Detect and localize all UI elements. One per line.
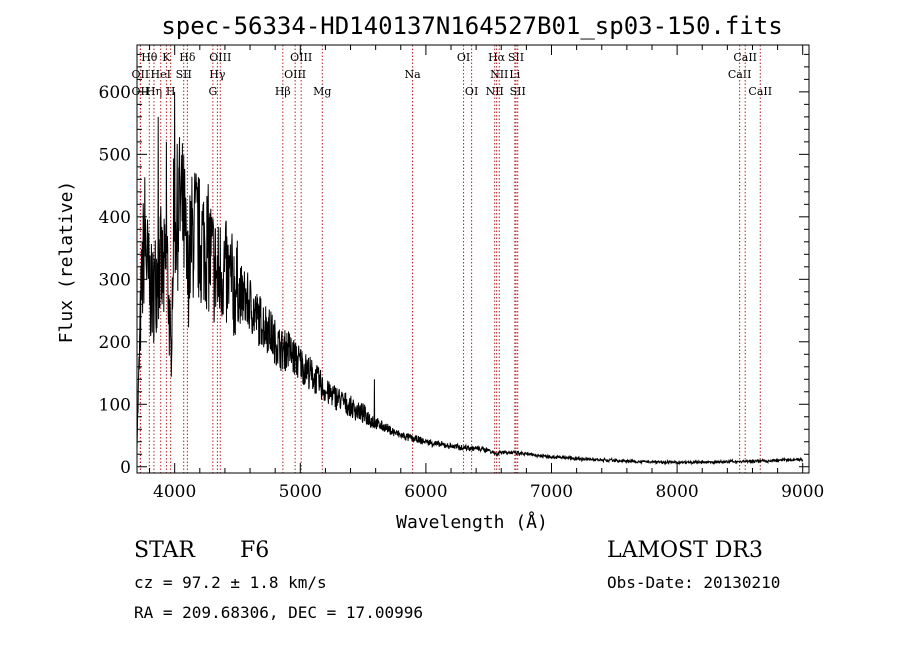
y-tick-label: 600 bbox=[99, 83, 131, 103]
spectral-line-label: Li bbox=[509, 68, 520, 81]
spectral-line-label: NII bbox=[486, 85, 504, 98]
spectral-line-label: SII bbox=[510, 85, 526, 98]
spectral-line-label: OIII bbox=[284, 68, 306, 81]
x-tick-label: 7000 bbox=[530, 482, 573, 502]
x-tick-label: 5000 bbox=[279, 482, 322, 502]
spectral-line-label: G bbox=[208, 85, 217, 98]
spectral-line-label: SII bbox=[508, 51, 524, 64]
plot-frame bbox=[136, 44, 810, 474]
y-tick-label: 500 bbox=[99, 145, 131, 165]
spectral-line-label: OIII bbox=[290, 51, 312, 64]
spectrum-series-line bbox=[136, 91, 804, 466]
spectral-line-label: Hθ bbox=[141, 51, 158, 64]
spectral-line-label: OII bbox=[132, 68, 150, 81]
x-tick-label: 6000 bbox=[404, 482, 447, 502]
spectral-line-label: Hδ bbox=[179, 51, 196, 64]
coordinates-readout: RA = 209.68306, DEC = 17.00996 bbox=[134, 603, 423, 622]
spectral-line-label: OI bbox=[457, 51, 470, 64]
object-class: STAR bbox=[134, 538, 195, 563]
spectral-line-label: CaII bbox=[748, 85, 772, 98]
spectral-line-label: Mg bbox=[313, 85, 331, 98]
spectral-line-label: CaII bbox=[728, 68, 752, 81]
redshift-readout: cz = 97.2 ± 1.8 km/s bbox=[134, 573, 327, 592]
survey-name: LAMOST DR3 bbox=[607, 538, 763, 563]
spectral-line-label: K bbox=[162, 51, 171, 64]
y-tick-label: 400 bbox=[99, 208, 131, 228]
x-tick-label: 9000 bbox=[781, 482, 824, 502]
spectral-line-label: SII bbox=[176, 68, 192, 81]
observation-date: Obs-Date: 20130210 bbox=[607, 573, 781, 592]
axis-ticks: 4000 5000 6000 7000 8000 9000 0 100 200 300 400 500… bbox=[99, 45, 824, 502]
y-tick-label: 300 bbox=[99, 270, 131, 290]
spectral-line-label: Na bbox=[404, 68, 421, 81]
spectral-line-label: CaII bbox=[733, 51, 757, 64]
spectral-line-label: Hβ bbox=[275, 85, 291, 98]
spectral-line-label: NII bbox=[490, 68, 508, 81]
y-tick-label: 100 bbox=[99, 395, 131, 415]
spectral-line-label: H bbox=[166, 85, 176, 98]
x-axis-title: Wavelength (Å) bbox=[396, 511, 548, 533]
spectral-line-label: OIII bbox=[209, 51, 231, 64]
x-tick-label: 4000 bbox=[153, 482, 196, 502]
x-tick-label: 8000 bbox=[655, 482, 698, 502]
spectral-line-label: Hγ bbox=[209, 68, 226, 81]
spectral-line-label: HeI bbox=[151, 68, 171, 81]
y-axis-title: Flux (relative) bbox=[56, 181, 77, 344]
y-tick-label: 0 bbox=[120, 458, 131, 478]
y-tick-label: 200 bbox=[99, 333, 131, 353]
object-subclass: F6 bbox=[240, 538, 270, 563]
spectral-line-label: Hα bbox=[488, 51, 506, 64]
spectral-line-label: Hη bbox=[146, 85, 162, 98]
spectral-line-label: OI bbox=[465, 85, 478, 98]
chart-title: spec-56334-HD140137N164527B01_sp03-150.f… bbox=[161, 12, 782, 40]
spectral-line-markers: Hδ K Hα OII Hθ Hη SII Hγ G Hβ OIII OIII OIII Mg Na OI OI… bbox=[132, 45, 772, 473]
